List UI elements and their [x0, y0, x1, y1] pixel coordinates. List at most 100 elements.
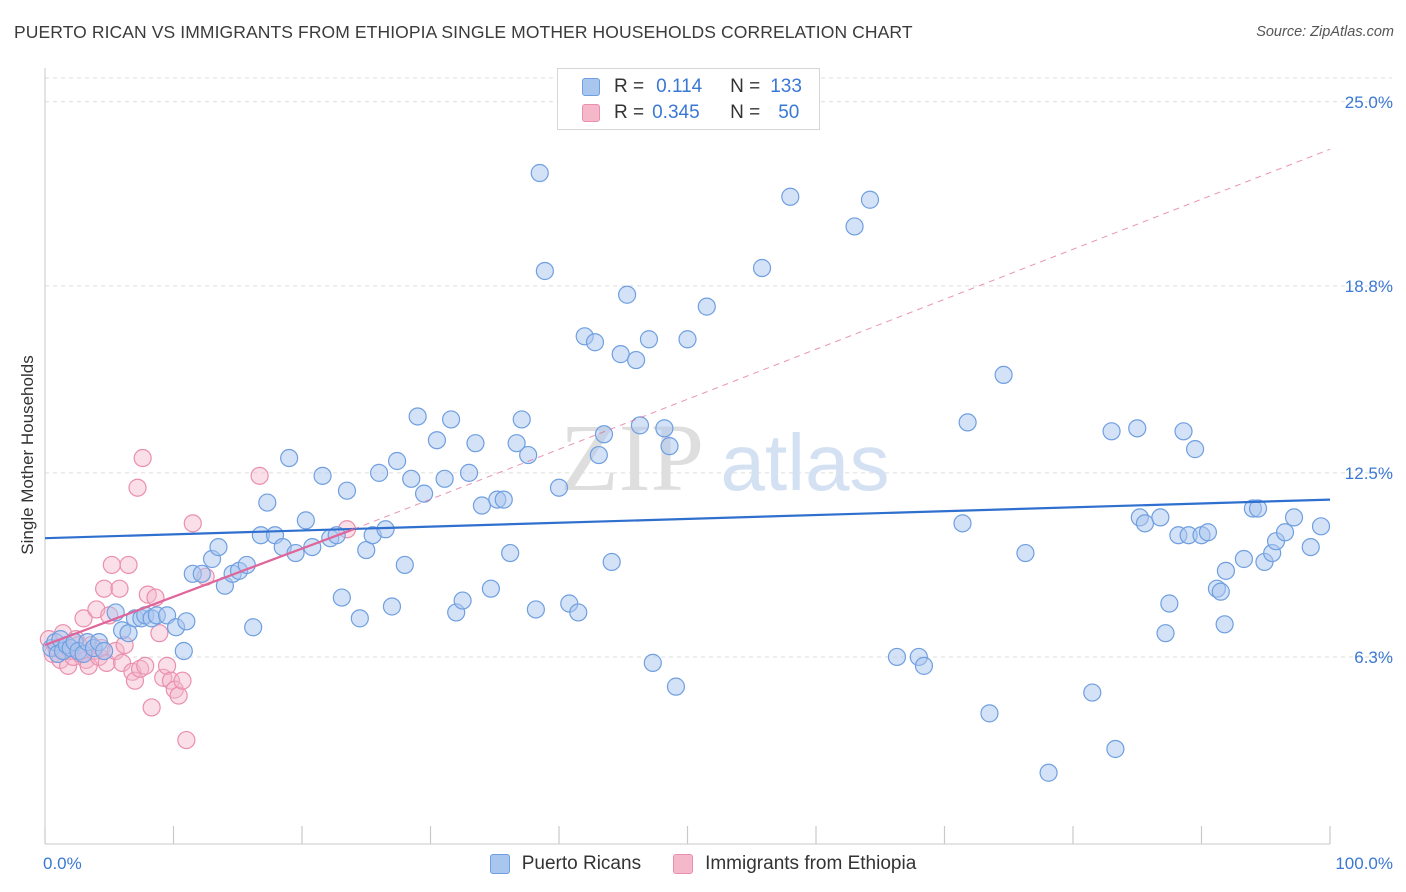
data-point-puerto-rican [1216, 561, 1236, 580]
axes [44, 68, 1331, 845]
data-point-puerto-rican [512, 410, 531, 429]
data-point-puerto-rican [1016, 543, 1035, 563]
y-tick-label: 6.3% [1354, 648, 1393, 667]
chart-title: PUERTO RICAN VS IMMIGRANTS FROM ETHIOPIA… [14, 22, 913, 42]
y-tick-label: 25.0% [1345, 93, 1393, 112]
trend-line-ethiopia [44, 528, 354, 647]
legend-row-ethiopia: R = 0.345 N = 50 [582, 101, 799, 125]
data-point-ethiopia [133, 448, 152, 468]
trend-line-puerto-rican [44, 498, 1331, 540]
data-point-puerto-rican [660, 437, 679, 456]
data-point-puerto-rican [95, 641, 114, 661]
data-point-ethiopia [125, 671, 145, 690]
data-point-puerto-rican [395, 555, 414, 575]
data-point-ethiopia [173, 671, 192, 690]
trend-lines [44, 148, 1331, 647]
x-tick-label: 100.0% [1335, 854, 1393, 873]
data-point-puerto-rican [481, 579, 500, 598]
data-point-puerto-rican [408, 407, 427, 426]
y-axis-label: Single Mother Households [18, 355, 37, 554]
data-point-puerto-rican [466, 434, 485, 453]
data-point-puerto-rican [382, 597, 402, 616]
series-legend-ethiopia: Immigrants from Ethiopia [673, 853, 916, 875]
data-point-puerto-rican [752, 258, 772, 278]
data-point-ethiopia [74, 609, 93, 628]
data-point-puerto-rican [611, 345, 630, 364]
data-point-puerto-rican [472, 496, 491, 515]
data-point-ethiopia [183, 514, 202, 533]
data-point-puerto-rican [441, 410, 461, 429]
data-point-ethiopia [136, 656, 155, 675]
series-swatch-blue [489, 854, 510, 874]
data-point-puerto-rican [618, 285, 637, 304]
data-point-puerto-rican [258, 493, 277, 512]
data-point-puerto-rican [313, 466, 332, 485]
data-point-puerto-rican [626, 350, 646, 370]
data-point-ethiopia [157, 656, 177, 675]
series-name: Immigrants from Ethiopia [705, 853, 917, 874]
data-point-puerto-rican [589, 445, 608, 465]
correlation-legend: R = 0.114 N = 133 R = 0.345 N = 50 [557, 68, 820, 130]
data-point-ethiopia [177, 730, 196, 750]
data-point-puerto-rican [958, 413, 977, 432]
data-point-puerto-rican [296, 511, 315, 530]
data-point-puerto-rican [526, 600, 545, 619]
trend-line-ethiopia-extended [353, 148, 1331, 530]
data-point-puerto-rican [209, 538, 228, 557]
data-point-puerto-rican [1311, 517, 1331, 536]
data-point-puerto-rican [845, 217, 864, 236]
data-point-puerto-rican [678, 330, 697, 349]
data-point-puerto-rican [980, 704, 999, 723]
data-point-puerto-rican [549, 478, 569, 497]
puerto-rican-points [42, 163, 1331, 782]
data-point-puerto-rican [860, 190, 880, 209]
data-point-puerto-rican [655, 419, 674, 438]
tick-labels: 6.3% 12.5% 18.8% 25.0% 0.0% 100.0% [43, 93, 1393, 873]
data-point-puerto-rican [494, 490, 513, 509]
data-point-puerto-rican [697, 297, 716, 316]
x-tick-label: 0.0% [43, 854, 82, 873]
watermark-zip: ZIP [560, 404, 704, 511]
data-point-ethiopia [110, 579, 129, 598]
data-point-puerto-rican [1275, 523, 1295, 542]
data-point-puerto-rican [1156, 624, 1175, 643]
legend-n-label: N = [730, 76, 761, 97]
data-point-puerto-rican [402, 469, 421, 488]
data-point-puerto-rican [643, 653, 662, 672]
data-point-ethiopia [169, 686, 188, 705]
data-point-puerto-rican [1215, 615, 1234, 634]
legend-r-label: R = [614, 76, 645, 97]
data-point-puerto-rican [1234, 549, 1254, 569]
data-point-puerto-rican [630, 416, 650, 435]
series-legend-puerto-ricans: Puerto Ricans [489, 853, 642, 875]
data-point-ethiopia [150, 624, 169, 643]
series-name: Puerto Ricans [521, 853, 642, 874]
legend-n-label: N = [730, 102, 761, 123]
data-point-puerto-rican [914, 656, 934, 675]
data-point-ethiopia [142, 698, 161, 717]
data-point-puerto-rican [1211, 582, 1230, 601]
data-point-puerto-rican [1106, 739, 1125, 759]
data-point-puerto-rican [1248, 499, 1268, 518]
data-point-puerto-rican [639, 330, 659, 349]
legend-swatch-blue [582, 78, 600, 96]
data-point-puerto-rican [427, 431, 447, 450]
data-point-puerto-rican [1160, 594, 1179, 613]
data-point-ethiopia [130, 659, 150, 678]
legend-n-value: 50 [778, 102, 800, 123]
data-point-ethiopia [102, 555, 121, 575]
ethiopia-points [39, 448, 357, 750]
data-point-puerto-rican [337, 481, 357, 500]
data-point-puerto-rican [1185, 440, 1205, 459]
data-point-puerto-rican [459, 463, 479, 482]
legend-r-label: R = [614, 102, 645, 123]
data-point-puerto-rican [1301, 538, 1320, 557]
data-point-puerto-rican [453, 591, 472, 610]
data-point-puerto-rican [244, 618, 263, 637]
data-point-puerto-rican [280, 448, 299, 468]
data-point-puerto-rican [1174, 422, 1193, 441]
legend-r-value: 0.345 [652, 102, 700, 123]
watermark-atlas: atlas [721, 418, 890, 507]
data-point-puerto-rican [1102, 422, 1121, 441]
